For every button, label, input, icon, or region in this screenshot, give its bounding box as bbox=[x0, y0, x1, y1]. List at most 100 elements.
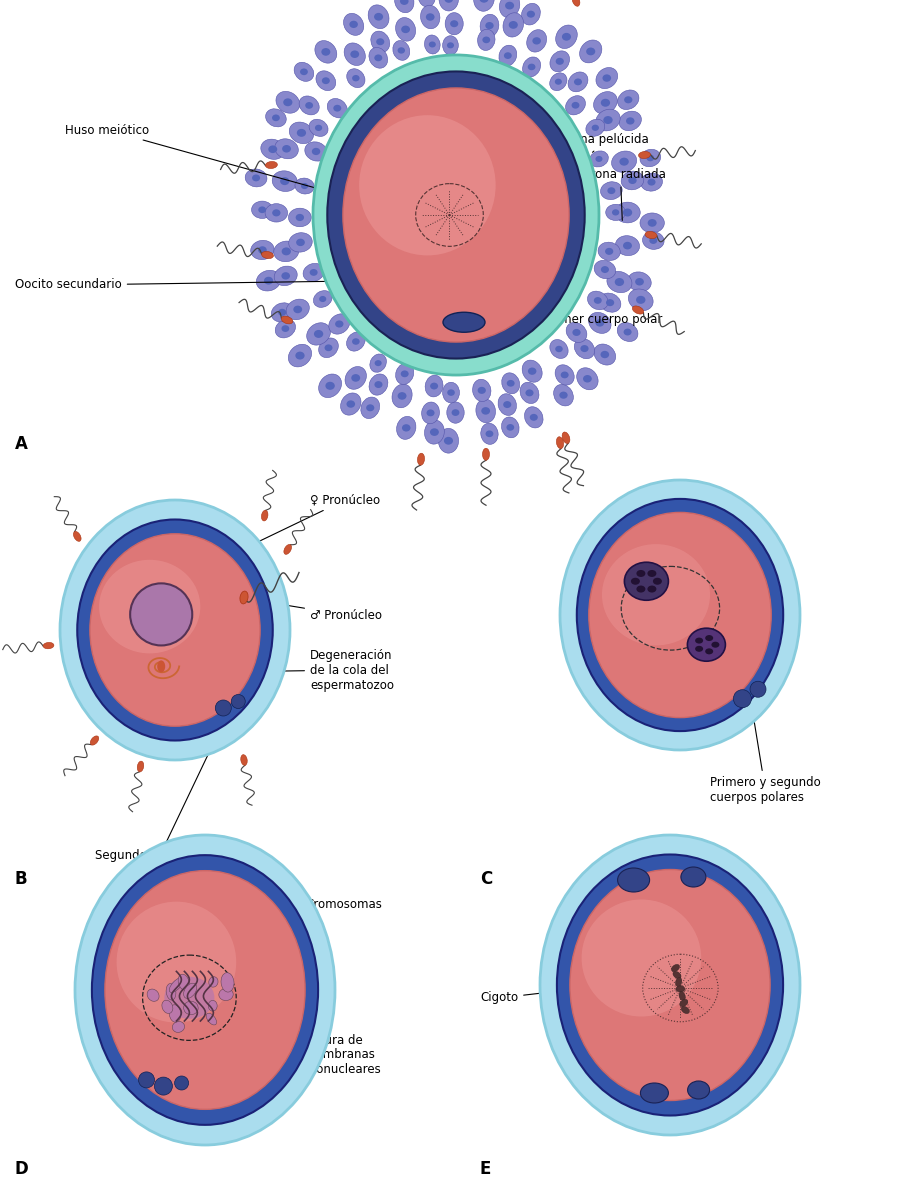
Ellipse shape bbox=[636, 569, 645, 577]
Ellipse shape bbox=[573, 79, 581, 85]
Ellipse shape bbox=[268, 145, 277, 153]
Ellipse shape bbox=[553, 384, 573, 406]
Ellipse shape bbox=[361, 397, 379, 419]
Ellipse shape bbox=[472, 380, 490, 402]
Ellipse shape bbox=[446, 402, 464, 423]
Ellipse shape bbox=[634, 278, 643, 285]
Ellipse shape bbox=[649, 237, 657, 244]
Ellipse shape bbox=[273, 241, 299, 262]
Ellipse shape bbox=[687, 628, 724, 661]
Ellipse shape bbox=[617, 868, 649, 893]
Ellipse shape bbox=[640, 150, 660, 166]
Ellipse shape bbox=[245, 169, 267, 186]
Ellipse shape bbox=[619, 158, 628, 166]
Ellipse shape bbox=[694, 638, 702, 644]
Ellipse shape bbox=[444, 437, 453, 444]
Text: Segundo cuerpo polar: Segundo cuerpo polar bbox=[95, 713, 228, 862]
Ellipse shape bbox=[417, 453, 424, 466]
Ellipse shape bbox=[157, 660, 165, 672]
Circle shape bbox=[749, 681, 765, 697]
Ellipse shape bbox=[164, 976, 214, 1019]
Ellipse shape bbox=[183, 1001, 198, 1015]
Ellipse shape bbox=[642, 231, 663, 250]
Ellipse shape bbox=[593, 297, 601, 304]
Ellipse shape bbox=[400, 370, 408, 377]
Ellipse shape bbox=[672, 971, 681, 979]
Ellipse shape bbox=[600, 182, 621, 199]
Ellipse shape bbox=[555, 58, 563, 65]
Ellipse shape bbox=[315, 71, 335, 91]
Ellipse shape bbox=[321, 48, 330, 55]
Ellipse shape bbox=[549, 51, 569, 72]
Ellipse shape bbox=[169, 977, 183, 993]
Ellipse shape bbox=[349, 21, 357, 28]
Ellipse shape bbox=[640, 1084, 668, 1104]
Ellipse shape bbox=[504, 52, 511, 59]
Ellipse shape bbox=[438, 428, 458, 453]
Ellipse shape bbox=[296, 129, 306, 137]
Ellipse shape bbox=[374, 381, 382, 388]
Ellipse shape bbox=[586, 47, 595, 55]
Ellipse shape bbox=[425, 13, 434, 21]
Ellipse shape bbox=[346, 401, 354, 408]
Ellipse shape bbox=[368, 5, 389, 28]
Ellipse shape bbox=[624, 562, 668, 600]
Ellipse shape bbox=[271, 303, 292, 322]
Ellipse shape bbox=[635, 296, 645, 304]
Circle shape bbox=[130, 584, 192, 645]
Ellipse shape bbox=[346, 332, 364, 351]
Ellipse shape bbox=[429, 428, 438, 436]
Ellipse shape bbox=[60, 500, 290, 760]
Ellipse shape bbox=[594, 261, 615, 278]
Ellipse shape bbox=[117, 902, 236, 1022]
Ellipse shape bbox=[281, 248, 291, 256]
Ellipse shape bbox=[576, 499, 783, 731]
Ellipse shape bbox=[265, 204, 287, 222]
Ellipse shape bbox=[333, 105, 341, 112]
Ellipse shape bbox=[343, 88, 568, 342]
Ellipse shape bbox=[593, 92, 617, 114]
Ellipse shape bbox=[611, 209, 619, 216]
Ellipse shape bbox=[256, 270, 281, 291]
Ellipse shape bbox=[365, 404, 374, 411]
Ellipse shape bbox=[631, 305, 643, 314]
Ellipse shape bbox=[640, 173, 661, 191]
Ellipse shape bbox=[481, 407, 489, 415]
Ellipse shape bbox=[595, 67, 617, 88]
Ellipse shape bbox=[506, 424, 514, 430]
Ellipse shape bbox=[675, 986, 684, 992]
Ellipse shape bbox=[370, 354, 386, 373]
Ellipse shape bbox=[258, 206, 266, 213]
Ellipse shape bbox=[482, 448, 489, 460]
Ellipse shape bbox=[343, 13, 363, 35]
Text: Huso de segmentación: Huso de segmentación bbox=[599, 871, 734, 926]
Ellipse shape bbox=[581, 900, 701, 1016]
Ellipse shape bbox=[209, 976, 218, 987]
Ellipse shape bbox=[425, 375, 443, 397]
Ellipse shape bbox=[147, 989, 159, 1001]
Ellipse shape bbox=[623, 97, 631, 104]
Text: Rotura de
membranas
pronucleares: Rotura de membranas pronucleares bbox=[227, 1034, 382, 1076]
Ellipse shape bbox=[371, 31, 389, 52]
Ellipse shape bbox=[251, 241, 274, 259]
Ellipse shape bbox=[601, 545, 710, 645]
Ellipse shape bbox=[288, 344, 312, 367]
Ellipse shape bbox=[555, 25, 577, 48]
Ellipse shape bbox=[559, 480, 799, 750]
Ellipse shape bbox=[527, 368, 536, 375]
Ellipse shape bbox=[647, 569, 656, 577]
Ellipse shape bbox=[704, 635, 712, 641]
Ellipse shape bbox=[318, 374, 342, 397]
Ellipse shape bbox=[555, 345, 562, 353]
Ellipse shape bbox=[183, 983, 197, 999]
Ellipse shape bbox=[90, 736, 98, 745]
Ellipse shape bbox=[527, 11, 535, 18]
Ellipse shape bbox=[220, 973, 234, 992]
Ellipse shape bbox=[522, 57, 540, 77]
Ellipse shape bbox=[352, 338, 359, 344]
Ellipse shape bbox=[92, 855, 318, 1125]
Ellipse shape bbox=[479, 14, 498, 37]
Ellipse shape bbox=[681, 1007, 689, 1014]
Ellipse shape bbox=[444, 0, 453, 2]
Ellipse shape bbox=[138, 762, 144, 772]
